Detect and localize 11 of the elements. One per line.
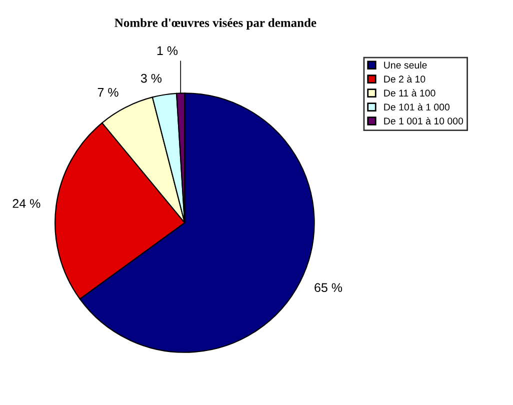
data-label: 3 % [140, 74, 162, 83]
data-label: 7 % [98, 88, 118, 97]
data-label: 1 % [157, 46, 178, 56]
data-label: 24 % [12, 199, 40, 208]
legend-label: De 11 à 100 [384, 89, 436, 97]
legend-label: De 1 001 à 10 000 [384, 117, 464, 124]
legend-label: Une seule [384, 61, 427, 69]
legend-label: De 2 à 10 [384, 75, 426, 83]
legend-label: De 101 à 1 000 [384, 103, 450, 111]
data-label: 65 % [314, 283, 342, 292]
chart-title: Nombre d'œuvres visées par demande [114, 18, 316, 30]
